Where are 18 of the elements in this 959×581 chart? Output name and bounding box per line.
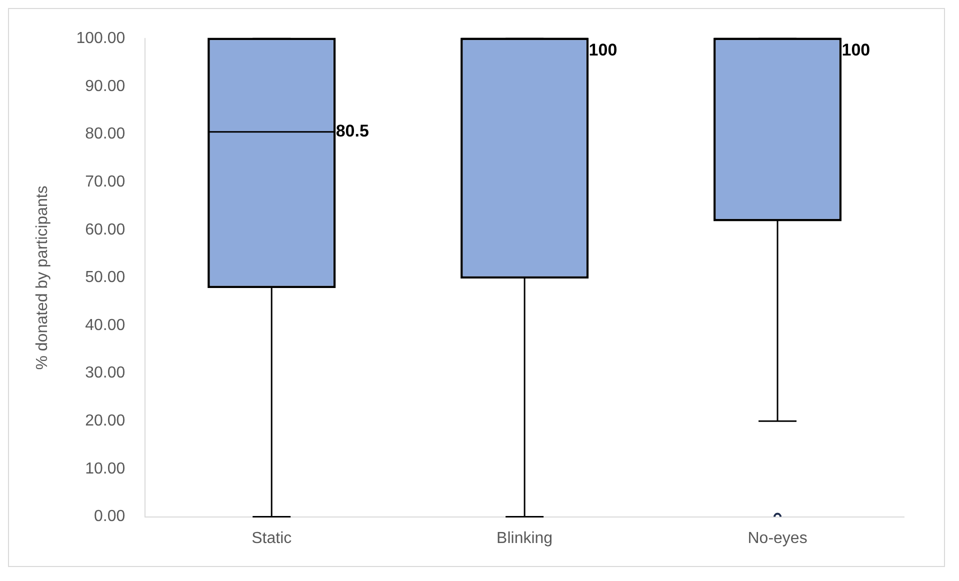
annotation: 100 xyxy=(588,40,618,60)
y-tick-label: 40.00 xyxy=(85,316,126,334)
y-tick-label: 0.00 xyxy=(94,508,126,526)
y-tick-label: 70.00 xyxy=(85,173,126,190)
y-axis-title: % donated by participants xyxy=(34,186,52,370)
y-tick-label: 100.00 xyxy=(76,30,126,48)
y-tick-label: 80.00 xyxy=(85,126,126,143)
annotation: 100 xyxy=(842,40,870,60)
y-tick-label: 60.00 xyxy=(85,221,126,238)
y-tick-label: 30.00 xyxy=(85,364,126,382)
x-tick-label: Blinking xyxy=(496,530,553,547)
y-tick-label: 50.00 xyxy=(85,269,126,286)
y-tick-label: 20.00 xyxy=(85,412,126,430)
y-tick-label: 10.00 xyxy=(85,460,126,478)
y-tick-label: 90.00 xyxy=(85,78,126,95)
x-tick-label: Static xyxy=(252,530,292,547)
annotation: 80.5 xyxy=(336,122,369,141)
x-tick-label: No-eyes xyxy=(748,530,808,547)
